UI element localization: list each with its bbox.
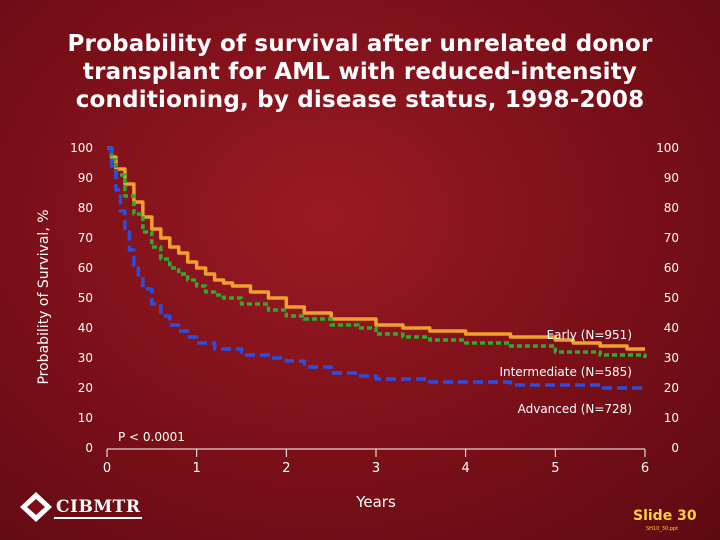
slide-number: Slide 30 (633, 508, 697, 524)
y-tick-label-right: 80 (664, 201, 679, 215)
y-tick-label-left: 40 (78, 321, 93, 335)
y-tick-label-left: 60 (78, 261, 93, 275)
y-tick-label-left: 20 (78, 381, 93, 395)
y-tick-label-right: 50 (664, 291, 679, 305)
p-value-annotation: P < 0.0001 (118, 430, 185, 444)
y-tick-label-right: 10 (664, 411, 679, 425)
slide-code: SH10_30.ppt (646, 526, 679, 532)
y-tick-label-left: 90 (78, 171, 93, 185)
x-tick-label: 4 (462, 461, 470, 476)
chart-series (107, 146, 647, 390)
logo-mark-icon (20, 492, 52, 522)
series-label-early: Early (N=951) (547, 328, 632, 342)
series-line-early (107, 146, 645, 351)
x-tick-label: 2 (282, 461, 290, 476)
series-line-intermediate (107, 146, 647, 358)
x-tick-label: 1 (193, 461, 201, 476)
series-line-advanced (107, 146, 645, 390)
x-tick-label: 3 (372, 461, 380, 476)
y-tick-label-right: 20 (664, 381, 679, 395)
y-tick-label-left: 30 (78, 351, 93, 365)
y-tick-label-right: 40 (664, 321, 679, 335)
chart-title: Probability of survival after unrelated … (40, 30, 680, 114)
x-axis-title: Years (355, 493, 396, 511)
y-tick-label-right: 60 (664, 261, 679, 275)
x-tick-label: 6 (641, 461, 649, 476)
y-tick-label-left: 100 (70, 141, 93, 155)
series-label-intermediate: Intermediate (N=585) (499, 365, 632, 379)
logo-text: CIBMTR (54, 497, 143, 519)
y-tick-label-right: 30 (664, 351, 679, 365)
cibmtr-logo: CIBMTR (18, 490, 158, 524)
title-line-2: transplant for AML with reduced-intensit… (82, 59, 638, 85)
x-tick-label: 5 (551, 461, 559, 476)
chart-axes (106, 448, 646, 457)
y-tick-label-left: 10 (78, 411, 93, 425)
y-tick-label-left: 70 (78, 231, 93, 245)
title-line-1: Probability of survival after unrelated … (67, 31, 653, 57)
y-tick-label-right: 0 (671, 441, 679, 455)
title-line-3: conditioning, by disease status, 1998-20… (75, 87, 645, 113)
x-tick-label: 0 (103, 461, 111, 476)
y-axis-title: Probability of Survival, % (36, 209, 52, 384)
series-label-advanced: Advanced (N=728) (518, 402, 632, 416)
y-tick-label-right: 90 (664, 171, 679, 185)
y-tick-label-left: 50 (78, 291, 93, 305)
y-tick-label-left: 0 (85, 441, 93, 455)
y-tick-label-right: 70 (664, 231, 679, 245)
y-tick-label-left: 80 (78, 201, 93, 215)
y-tick-label-right: 100 (656, 141, 679, 155)
